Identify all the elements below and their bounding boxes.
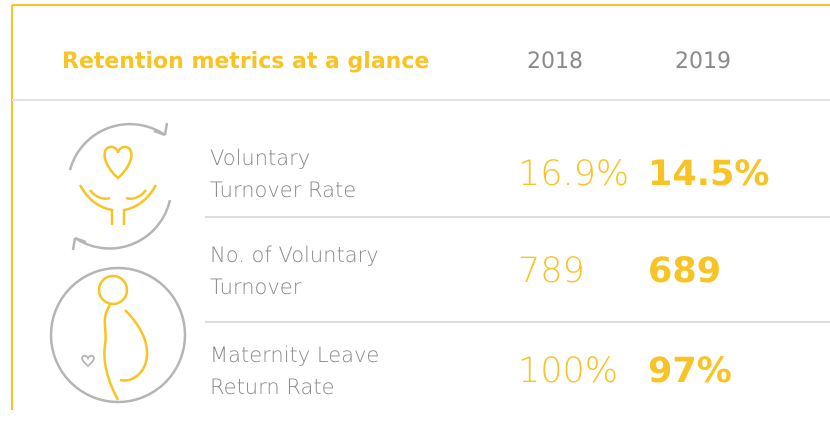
- row-label: Maternity Leave: [210, 343, 379, 367]
- value-2018: 100%: [518, 351, 618, 391]
- row-label: Turnover: [210, 275, 302, 299]
- rows: Voluntary Turnover Rate 16.9% 14.5% No. of V…: [210, 146, 769, 399]
- value-2019: 97%: [648, 351, 732, 391]
- care-icon: [68, 122, 172, 251]
- year-header: 2019: [675, 49, 731, 74]
- row-label: Voluntary: [210, 146, 310, 170]
- row-label: No. of Voluntary: [210, 243, 379, 267]
- value-2018: 16.9%: [518, 154, 629, 194]
- value-2018: 789: [518, 251, 585, 291]
- maternity-icon: [49, 266, 187, 404]
- row-label: Return Rate: [210, 375, 335, 399]
- year-header: 2018: [527, 49, 583, 74]
- value-2019: 14.5%: [648, 154, 769, 194]
- title: Retention metrics at a glance: [62, 49, 429, 74]
- frame: [11, 4, 830, 410]
- row-label: Turnover Rate: [210, 178, 356, 202]
- value-2019: 689: [648, 251, 721, 291]
